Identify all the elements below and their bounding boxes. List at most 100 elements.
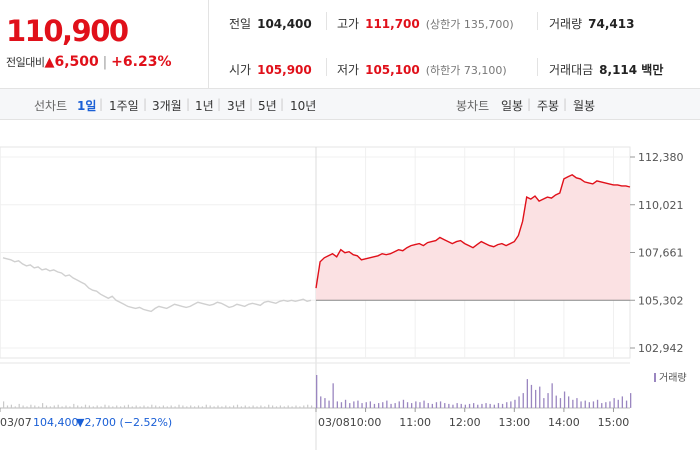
- divider: [326, 58, 327, 76]
- volume-bar-today: [349, 403, 351, 409]
- volume-bar-today: [596, 399, 599, 409]
- volume-label: 거래량: [549, 17, 583, 31]
- line-chart-label: 선차트: [34, 99, 68, 113]
- volume-bar-today: [357, 400, 359, 408]
- volume-bar-today: [402, 399, 405, 409]
- volume-bar-prev-day: [197, 405, 200, 408]
- volume-bar-today: [568, 396, 570, 408]
- volume-bar-today: [473, 403, 475, 409]
- volume-bar-prev-day: [73, 403, 75, 408]
- volume-bar-today: [481, 403, 483, 408]
- volume-legend-swatch: [654, 373, 656, 382]
- volume-bar-today: [510, 401, 512, 408]
- x-tick-label: 10:00: [350, 416, 382, 429]
- volume-bar-today: [468, 403, 471, 408]
- volume-bar-prev-day: [120, 406, 122, 409]
- volume-bar-today: [398, 401, 400, 408]
- volume-bar-prev-day: [100, 406, 102, 409]
- volume-bar-prev-day: [53, 405, 55, 408]
- tab-1d[interactable]: 1일: [77, 99, 97, 113]
- volume-bar-today: [518, 396, 520, 408]
- volume-bar-today: [630, 393, 632, 408]
- volume-bar-prev-day: [45, 405, 48, 408]
- tab-1y[interactable]: 1년: [195, 99, 214, 113]
- volume-bar-today: [419, 402, 421, 408]
- volume-bar-prev-day: [311, 405, 313, 408]
- tab-monthly[interactable]: 월봉: [573, 99, 596, 113]
- volume-bar-today: [514, 399, 516, 409]
- volume-bar-prev-day: [49, 406, 51, 409]
- amount-label: 거래대금: [549, 63, 594, 77]
- volume-bar-prev-day: [96, 405, 98, 408]
- volume-bar-today: [386, 400, 388, 408]
- tab-1w[interactable]: 1주일: [109, 99, 139, 113]
- divider: |: [527, 97, 532, 111]
- volume-bar-prev-day: [123, 405, 126, 408]
- prev-close-stat: 전일 104,400: [229, 15, 312, 32]
- volume-bar-today: [406, 402, 409, 408]
- volume-bar-prev-day: [108, 405, 110, 408]
- volume-bar-prev-day: [244, 405, 246, 408]
- volume-bar-prev-day: [190, 405, 192, 408]
- tab-daily[interactable]: 일봉: [501, 99, 524, 113]
- volume-bar-prev-day: [135, 405, 137, 408]
- divider: [537, 58, 538, 76]
- tab-3m[interactable]: 3개월: [152, 99, 182, 113]
- volume-bar-prev-day: [92, 406, 94, 409]
- volume-bar-prev-day: [307, 404, 309, 408]
- volume-bar-today: [394, 403, 396, 409]
- volume-bar-prev-day: [229, 406, 231, 409]
- divider: |: [99, 97, 104, 111]
- tab-weekly[interactable]: 주봉: [537, 99, 560, 113]
- divider: |: [280, 97, 285, 111]
- y-tick-label: 102,942: [638, 342, 684, 355]
- volume-bar-prev-day: [38, 406, 40, 409]
- high-label: 고가: [337, 17, 360, 31]
- volume-bar-today: [485, 403, 487, 409]
- volume-bar-today: [588, 402, 590, 408]
- volume-bar-today: [547, 393, 549, 408]
- volume-bar-prev-day: [205, 404, 207, 408]
- y-tick-label: 107,661: [638, 247, 684, 260]
- tab-5y[interactable]: 5년: [258, 99, 277, 113]
- price-box: 110,900 전일대비▲6,500 | +6.23%: [0, 0, 209, 88]
- volume-bar-prev-day: [88, 405, 90, 408]
- volume-bar-today: [328, 400, 330, 408]
- volume-bar-prev-day: [81, 406, 83, 409]
- volume-bar-prev-day: [225, 405, 227, 408]
- open-value: 105,900: [257, 63, 312, 77]
- volume-bar-today: [456, 403, 458, 409]
- volume-bar-today: [584, 400, 586, 408]
- divider: |: [217, 97, 222, 111]
- volume-bar-prev-day: [166, 406, 168, 409]
- x-tick-label: 03/08: [318, 416, 350, 429]
- tab-10y[interactable]: 10년: [290, 99, 317, 113]
- series-prev-day-line: [2, 257, 312, 313]
- volume-bar-today: [373, 403, 376, 408]
- volume-bar-today: [444, 403, 446, 409]
- volume-bar-today: [580, 401, 582, 408]
- volume-bar-prev-day: [279, 405, 281, 408]
- x-tick-label: 11:00: [399, 416, 431, 429]
- up-arrow-icon: ▲: [44, 55, 55, 70]
- current-price: 110,900: [6, 14, 129, 48]
- volume-bar-prev-day: [10, 404, 12, 408]
- volume-bar-prev-day: [248, 406, 250, 409]
- volume-bar-today: [555, 395, 557, 408]
- x-tick-label: 14:00: [548, 416, 580, 429]
- volume-bar-prev-day: [26, 406, 28, 409]
- volume-bar-prev-day: [303, 405, 305, 408]
- volume-bar-prev-day: [158, 406, 161, 409]
- change-amount: 6,500: [54, 54, 99, 70]
- prev-day-change: ▼2,700 (−2.52%): [76, 416, 172, 429]
- volume-bar-today: [522, 393, 524, 408]
- low-value: 105,100: [365, 63, 420, 77]
- tab-3y[interactable]: 3년: [227, 99, 246, 113]
- low-label: 저가: [337, 63, 360, 77]
- volume-value: 74,413: [588, 17, 635, 31]
- volume-bar-today: [535, 389, 537, 409]
- volume-bar-today: [344, 399, 347, 409]
- volume-bar-prev-day: [283, 406, 285, 409]
- volume-bar-prev-day: [22, 405, 24, 408]
- divider: [537, 12, 538, 30]
